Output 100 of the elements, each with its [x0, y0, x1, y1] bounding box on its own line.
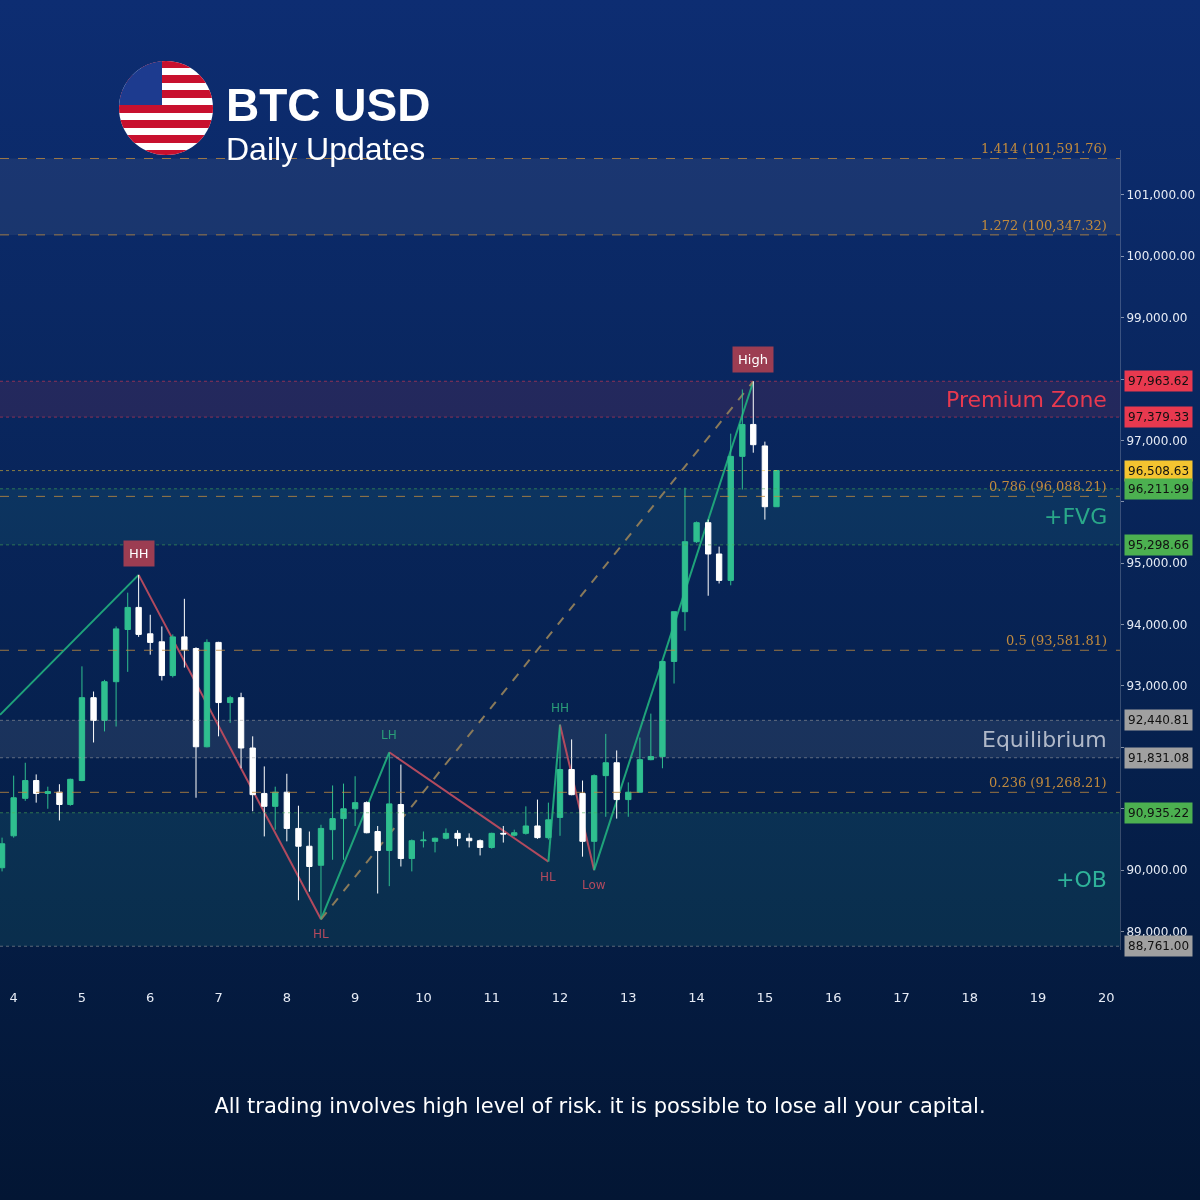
- x-tick-label: 15: [756, 990, 774, 1005]
- candlestick: [522, 805, 530, 836]
- candlestick: [727, 433, 734, 586]
- candlestick: [500, 825, 507, 844]
- x-tick-label: 6: [146, 990, 155, 1005]
- candlestick: [613, 749, 620, 820]
- candlestick: [101, 679, 108, 732]
- annotation: High: [738, 352, 768, 367]
- y-tick-label: 99,000.00: [1126, 310, 1188, 325]
- candlestick: [625, 781, 632, 818]
- candlestick: [465, 832, 473, 848]
- candlestick: [420, 831, 427, 848]
- annotation: HL: [540, 870, 557, 884]
- ref-line-label: 90,935.22: [1128, 806, 1190, 820]
- candlestick: [397, 764, 405, 867]
- candlestick: [511, 829, 518, 837]
- ref-line-label: 1.414 (101,591.76): [981, 141, 1107, 156]
- ref-line-label: 0.236 (91,268.21): [989, 775, 1107, 790]
- candlestick: [715, 546, 723, 584]
- candlestick: [454, 829, 461, 847]
- ref-line-label: 91,831.08: [1128, 751, 1190, 765]
- candlestick: [44, 786, 51, 810]
- band-label: +OB: [1056, 867, 1107, 892]
- band-label: Premium Zone: [946, 387, 1107, 412]
- candlestick: [135, 574, 142, 638]
- annotation: HL: [313, 927, 330, 941]
- y-tick-label: 90,000.00: [1126, 863, 1188, 878]
- candlestick: [556, 724, 564, 837]
- candlestick: [647, 713, 655, 761]
- y-tick-label: 97,000.00: [1126, 433, 1188, 448]
- ref-line-label: 0.786 (96,088.21): [989, 479, 1107, 494]
- y-tick-label: 95,000.00: [1126, 556, 1188, 571]
- candlestick: [237, 692, 245, 769]
- y-tick-label: 94,000.00: [1126, 617, 1188, 632]
- chart-subtitle: Daily Updates: [226, 130, 426, 168]
- candlestick: [329, 784, 336, 861]
- x-tick-label: 9: [350, 990, 360, 1005]
- candlestick: [203, 638, 211, 748]
- candlestick: [272, 786, 279, 831]
- ref-line-label: 88,761.00: [1128, 939, 1190, 953]
- candlestick: [22, 762, 29, 802]
- candlestick: [750, 380, 757, 454]
- band-label: +FVG: [1044, 504, 1108, 529]
- candlestick: [374, 825, 381, 895]
- candlestick: [579, 780, 586, 858]
- candlestick: [590, 773, 598, 871]
- ref-line-label: 95,298.66: [1128, 538, 1190, 552]
- annotation: HH: [551, 701, 570, 715]
- y-tick-label: 89,000.00: [1126, 924, 1188, 939]
- candlestick: [431, 837, 439, 853]
- ref-line-label: 0.5 (93,581.81): [1006, 633, 1108, 648]
- annotation: Low: [582, 878, 606, 892]
- candlestick: [363, 800, 370, 834]
- annotation: HH: [129, 546, 149, 561]
- x-tick-label: 12: [551, 990, 569, 1005]
- candlestick: [158, 625, 166, 681]
- candlestick: [773, 469, 780, 508]
- candlestick: [261, 765, 268, 837]
- candlestick: [602, 733, 609, 818]
- candlestick: [33, 773, 40, 804]
- y-tick-label: 93,000.00: [1126, 679, 1188, 694]
- ref-line-label: 96,508.63: [1128, 464, 1190, 478]
- candlestick: [705, 519, 712, 597]
- candlestick: [283, 773, 291, 842]
- x-tick-label: 14: [688, 990, 705, 1005]
- candlestick: [215, 641, 222, 737]
- candlestick: [659, 660, 666, 769]
- x-tick-label: 20: [1098, 990, 1115, 1005]
- ref-line-label: 97,379.33: [1128, 410, 1190, 424]
- ref-line-label: 92,440.81: [1128, 713, 1190, 727]
- candlestick: [317, 824, 325, 920]
- candlestick: [408, 838, 415, 872]
- ref-line-label: 1.272 (100,347.32): [981, 218, 1107, 233]
- candlestick: [67, 778, 74, 807]
- x-tick-label: 4: [9, 990, 18, 1005]
- x-tick-label: 13: [620, 990, 637, 1005]
- candlestick: [568, 738, 575, 796]
- band-label: Equilibrium: [982, 727, 1107, 752]
- candlestick: [534, 799, 541, 840]
- chart-title: BTC USD: [226, 79, 431, 131]
- candlestick: [545, 802, 552, 840]
- candlestick: [442, 827, 450, 840]
- candlestick: [351, 775, 359, 827]
- candlestick: [10, 775, 17, 839]
- x-tick-label: 11: [483, 990, 500, 1005]
- annotation: LH: [381, 728, 397, 742]
- candlestick: [739, 388, 746, 491]
- candlestick: [169, 633, 176, 678]
- x-tick-label: 7: [214, 990, 223, 1005]
- candlestick: [112, 625, 120, 728]
- ref-line-label: 97,963.62: [1128, 374, 1190, 388]
- y-tick-label: 101,000.00: [1126, 188, 1196, 203]
- candlestick: [670, 611, 678, 685]
- candlestick: [476, 838, 484, 856]
- candlestick: [693, 520, 700, 544]
- candlestick: [226, 695, 234, 724]
- candlestick: [488, 832, 495, 850]
- candlestick: [295, 805, 302, 901]
- candlestick: [90, 691, 97, 743]
- candlestick: [306, 831, 313, 893]
